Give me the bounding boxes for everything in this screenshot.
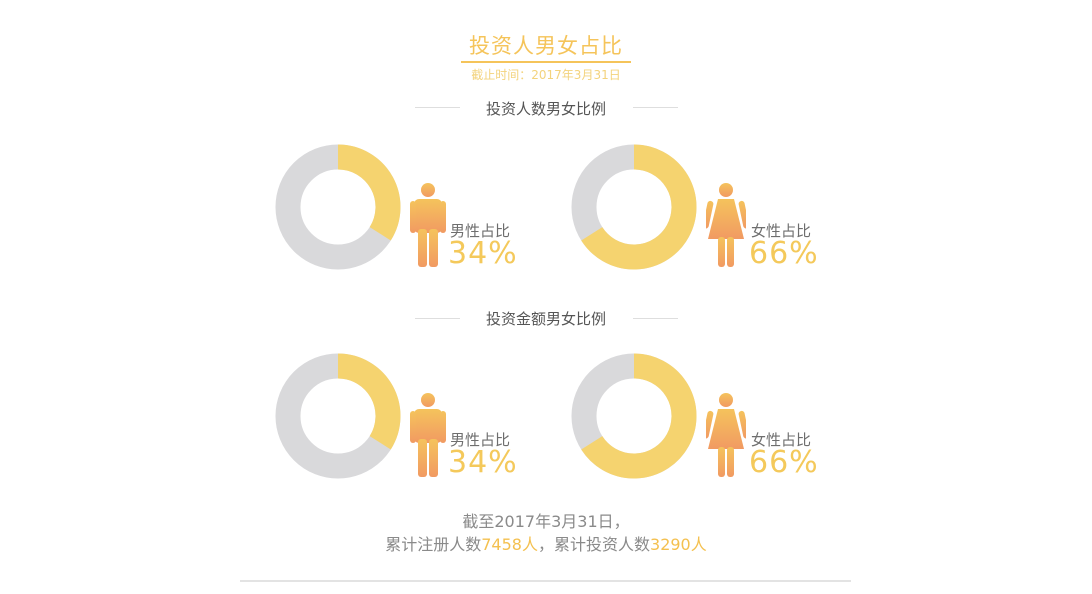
donut-chart [571, 144, 697, 270]
donut-chart [571, 353, 697, 479]
investor-count: 3290人 [650, 535, 707, 554]
divider-right [633, 107, 678, 108]
ratio-value: 34% [448, 445, 518, 480]
ratio-label: 女性占比 [751, 222, 812, 240]
summary-date: 截至2017年3月31日， [462, 512, 630, 531]
donut-chart [275, 144, 401, 270]
divider-left [415, 107, 460, 108]
registered-count: 7458人 [481, 535, 538, 554]
page-subtitle: 截止时间：2017年3月31日 [471, 68, 621, 82]
section-heading-amount: 投资金额男女比例 [485, 310, 606, 328]
donut-slice [337, 353, 401, 450]
investor-label: 累计投资人数 [554, 535, 651, 554]
ratio-value: 34% [448, 236, 518, 271]
donut-slice [337, 144, 401, 241]
donut-chart [275, 353, 401, 479]
ratio-value: 66% [749, 445, 819, 480]
female-icon [706, 183, 746, 267]
ratio-value: 66% [749, 236, 819, 271]
summary-counts: 累计注册人数7458人，累计投资人数3290人 [0, 531, 1092, 555]
donut-slice [581, 353, 697, 479]
ratio-label: 男性占比 [450, 222, 511, 240]
summary-separator: ， [537, 535, 554, 554]
male-icon [410, 393, 446, 477]
donut-slice [581, 144, 697, 270]
ratio-label: 女性占比 [751, 431, 812, 449]
divider-right [633, 318, 678, 319]
male-icon [410, 183, 446, 267]
divider-left [415, 318, 460, 319]
female-icon [706, 393, 746, 477]
ratio-label: 男性占比 [450, 431, 511, 449]
section-heading-count: 投资人数男女比例 [485, 100, 606, 118]
bottom-divider [240, 580, 851, 582]
registered-label: 累计注册人数 [385, 535, 482, 554]
page-title: 投资人男女占比 [469, 34, 623, 58]
title-underline [461, 61, 631, 63]
